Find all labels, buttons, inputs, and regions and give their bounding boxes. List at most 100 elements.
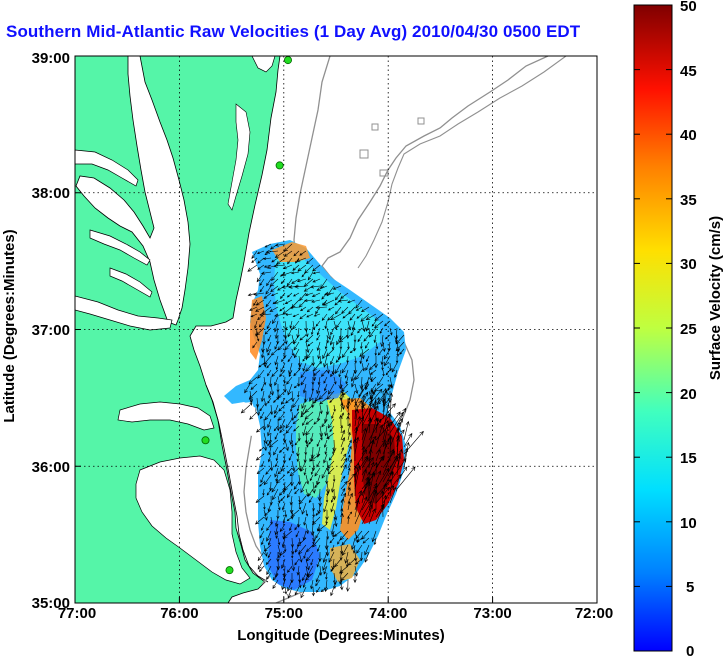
velocity-arrow — [341, 544, 349, 556]
velocity-arrow — [240, 404, 251, 414]
velocity-arrow — [353, 573, 357, 584]
velocity-arrow — [371, 530, 377, 543]
velocity-arrow — [368, 488, 378, 518]
velocity-arrow — [318, 390, 328, 400]
velocity-arrow — [355, 369, 363, 381]
velocity-arrow — [266, 572, 272, 580]
velocity-arrow — [382, 413, 390, 427]
velocity-arrow — [403, 447, 409, 462]
velocity-arrow — [325, 516, 328, 525]
velocity-arrow — [326, 488, 329, 497]
velocity-arrow — [281, 558, 286, 569]
velocity-arrow — [316, 439, 321, 447]
map-title: Southern Mid-Atlantic Raw Velocities (1 … — [6, 22, 581, 41]
velocity-arrow — [304, 404, 314, 413]
velocity-arrow — [249, 397, 253, 406]
velocity-arrow — [286, 516, 293, 522]
velocity-arrow — [312, 264, 321, 272]
velocity-arrow — [368, 482, 378, 511]
velocity-arrow — [340, 453, 347, 462]
velocity-arrow — [264, 327, 272, 335]
velocity-arrow — [323, 376, 328, 384]
velocity-arrow — [315, 530, 321, 539]
velocity-arrow — [297, 390, 300, 398]
velocity-arrow — [391, 362, 398, 373]
velocity-arrow — [268, 446, 272, 456]
velocity-arrow — [336, 320, 342, 329]
velocity-arrow — [366, 480, 371, 504]
velocity-arrow — [305, 334, 314, 343]
velocity-arrow — [263, 544, 272, 552]
velocity-arrow — [347, 492, 353, 504]
velocity-arrow — [357, 327, 363, 334]
velocity-arrow — [277, 341, 286, 351]
delaware-bay — [251, 56, 276, 73]
velocity-arrow — [281, 271, 293, 277]
velocity-arrow — [266, 320, 272, 330]
velocity-arrow — [328, 551, 335, 563]
velocity-arrow — [293, 425, 300, 432]
velocity-arrow — [304, 299, 314, 303]
velocity-arrow — [375, 486, 391, 504]
velocity-arrow — [279, 292, 286, 300]
velocity-arrow — [275, 474, 279, 482]
velocity-arrow — [316, 285, 328, 291]
velocity-arrow — [255, 306, 265, 312]
velocity-arrow — [257, 264, 265, 270]
velocity-arrow — [286, 488, 293, 499]
velocity-arrow — [347, 500, 351, 511]
velocity-arrow — [299, 250, 307, 256]
velocity-arrow — [290, 537, 295, 548]
velocity-arrow — [290, 390, 295, 403]
velocity-arrow — [332, 530, 335, 538]
velocity-arrow — [291, 558, 296, 572]
velocity-arrow — [304, 411, 314, 420]
velocity-arrow — [368, 418, 382, 441]
velocity-arrow — [324, 446, 328, 455]
velocity-arrow — [361, 417, 372, 448]
velocity-arrow — [303, 551, 307, 560]
velocity-arrow — [280, 278, 286, 285]
velocity-arrow — [325, 495, 329, 503]
velocity-arrow — [266, 530, 272, 542]
velocity-arrow — [284, 334, 288, 345]
velocity-arrow — [349, 348, 356, 354]
velocity-arrow — [273, 425, 279, 432]
velocity-arrow — [333, 404, 336, 412]
velocity-arrow — [269, 278, 279, 287]
velocity-arrow — [287, 383, 293, 396]
velocity-arrow — [288, 369, 293, 378]
velocity-arrow — [396, 454, 402, 476]
river-rappahannock — [89, 229, 151, 266]
velocity-arrow — [354, 496, 368, 525]
velocity-arrow — [340, 475, 346, 483]
velocity-arrow — [334, 306, 342, 315]
velocity-arrow — [248, 390, 258, 400]
velocity-arrow — [315, 509, 321, 517]
velocity-arrow — [383, 320, 391, 327]
velocity-arrow — [256, 250, 265, 254]
velocity-arrow — [294, 523, 300, 531]
velocity-arrow — [302, 572, 307, 582]
velocity-arrow — [271, 257, 279, 263]
velocity-arrow — [275, 530, 279, 539]
velocity-arrow — [395, 341, 405, 352]
velocity-arrow — [297, 376, 301, 387]
velocity-arrow — [292, 264, 300, 271]
velocity-arrow — [369, 369, 377, 375]
velocity-arrow — [335, 362, 342, 375]
velocity-arrow — [311, 516, 321, 526]
velocity-arrow — [315, 306, 321, 315]
velocity-arrow — [308, 390, 314, 403]
velocity-arrow — [340, 487, 346, 497]
velocity-arrow — [380, 355, 384, 365]
velocity-arrow — [291, 509, 300, 517]
velocity-arrow — [263, 397, 267, 407]
eastern-shore-bay — [227, 103, 251, 211]
velocity-arrow — [361, 427, 367, 441]
velocity-arrow — [313, 369, 321, 377]
colorbar-tick-label: 5 — [686, 579, 694, 596]
velocity-arrow — [395, 355, 399, 364]
velocity-arrow — [321, 418, 328, 428]
x-axis-label: Longitude (Degrees:Minutes) — [237, 627, 445, 644]
